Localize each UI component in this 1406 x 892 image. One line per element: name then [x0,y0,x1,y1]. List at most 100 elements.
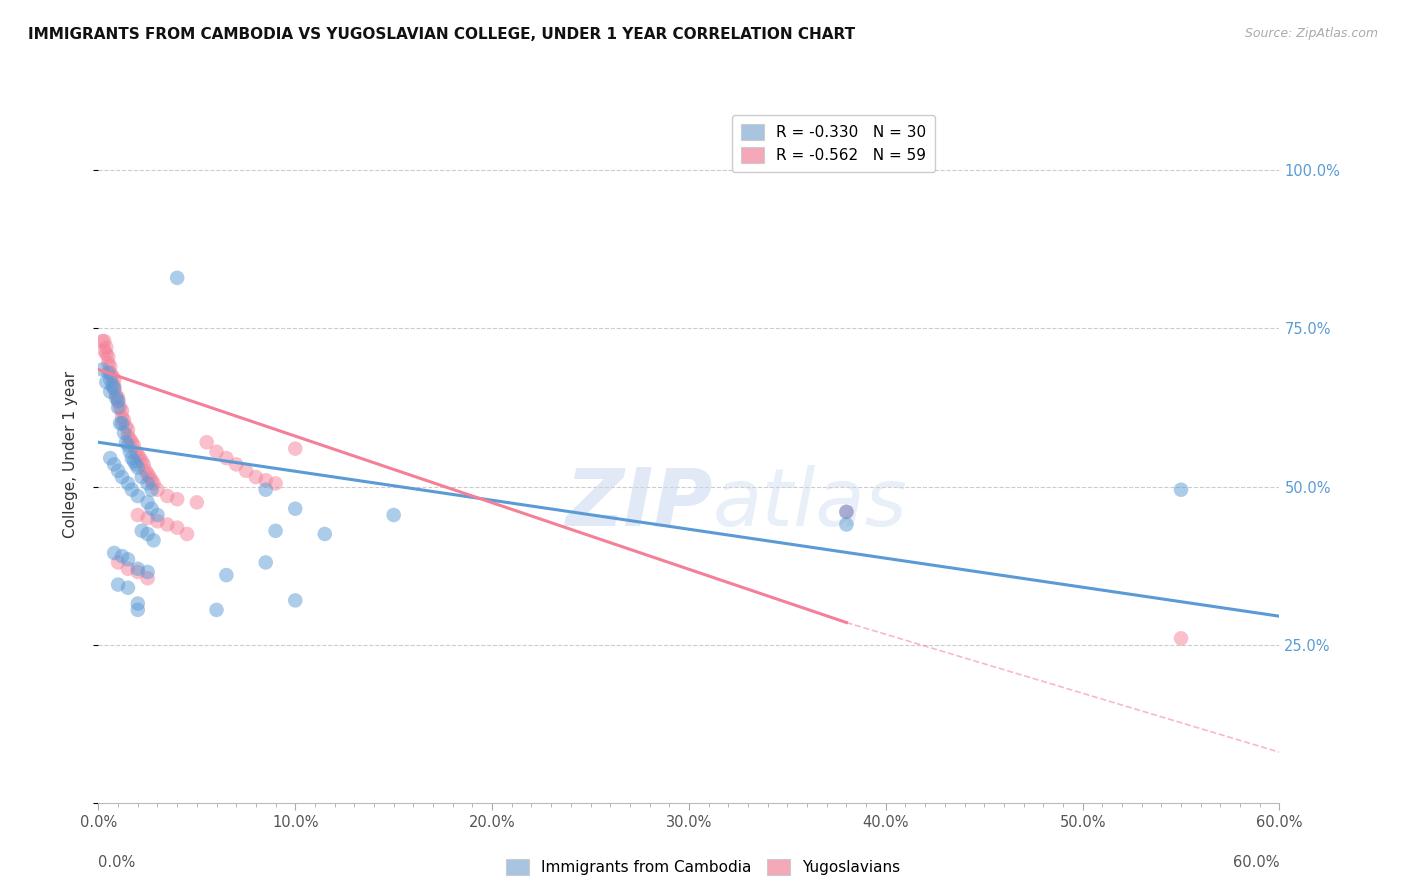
Legend: Immigrants from Cambodia, Yugoslavians: Immigrants from Cambodia, Yugoslavians [506,859,900,875]
Point [264,476,287,491]
Point [141,483,163,497]
Point [135,464,157,478]
Point [107,577,129,591]
Point [103,378,125,392]
Point [136,527,159,541]
Point [254,556,277,570]
Text: ZIP: ZIP [565,465,713,542]
Point [93,343,115,358]
Point [125,444,148,458]
Text: Source: ZipAtlas.com: Source: ZipAtlas.com [1244,27,1378,40]
Point [98,366,121,380]
Point [115,419,138,434]
Point [127,508,149,522]
Point [205,444,228,458]
Point [111,417,134,431]
Point [103,546,125,560]
Point [108,401,131,415]
Point [166,270,188,285]
Point [101,368,124,383]
Point [127,565,149,579]
Point [107,401,129,415]
Point [176,527,198,541]
Point [136,476,159,491]
Point [215,451,238,466]
Point [96,340,118,354]
Point [215,568,238,582]
Point [103,382,125,396]
Point [97,356,120,370]
Point [141,473,163,487]
Point [835,505,858,519]
Point [117,562,139,576]
Point [97,350,120,364]
Point [186,495,208,509]
Point [146,508,169,522]
Point [136,571,159,585]
Point [103,458,125,472]
Point [166,521,188,535]
Point [284,442,307,456]
Point [93,334,115,348]
Point [107,394,129,409]
Point [91,334,114,348]
Point [115,435,138,450]
Point [107,556,129,570]
Point [131,470,153,484]
Point [156,517,179,532]
Point [108,417,131,431]
Point [105,391,128,405]
Point [121,451,143,466]
Point [195,435,218,450]
Point [136,511,159,525]
Point [96,347,118,361]
Point [264,524,287,538]
Point [105,388,128,402]
Point [225,458,247,472]
Point [117,438,139,452]
Text: 0.0%: 0.0% [98,855,135,870]
Point [136,565,159,579]
Point [131,454,153,468]
Point [128,451,150,466]
Text: atlas: atlas [713,465,907,542]
Point [382,508,405,522]
Point [101,378,124,392]
Point [166,492,188,507]
Point [127,562,149,576]
Point [107,394,129,409]
Point [136,467,159,481]
Point [138,470,160,484]
Y-axis label: College, Under 1 year: College, Under 1 year [63,371,77,539]
Point [117,552,139,566]
Point [111,403,134,417]
Point [111,549,134,563]
Point [98,359,121,374]
Point [132,458,155,472]
Point [156,489,179,503]
Point [127,603,149,617]
Point [146,514,169,528]
Point [125,458,148,472]
Point [205,603,228,617]
Point [254,473,277,487]
Legend: R = -0.330   N = 30, R = -0.562   N = 59: R = -0.330 N = 30, R = -0.562 N = 59 [731,115,935,172]
Point [117,423,139,437]
Point [117,581,139,595]
Point [91,362,114,376]
Point [112,425,135,440]
Text: IMMIGRANTS FROM CAMBODIA VS YUGOSLAVIAN COLLEGE, UNDER 1 YEAR CORRELATION CHART: IMMIGRANTS FROM CAMBODIA VS YUGOSLAVIAN … [28,27,855,42]
Point [1170,483,1192,497]
Point [112,413,135,427]
Point [118,432,141,446]
Point [98,451,121,466]
Text: 60.0%: 60.0% [1233,855,1279,870]
Point [111,409,134,424]
Point [314,527,336,541]
Point [103,372,125,386]
Point [111,470,134,484]
Point [107,391,129,405]
Point [103,382,125,396]
Point [127,489,149,503]
Point [245,470,267,484]
